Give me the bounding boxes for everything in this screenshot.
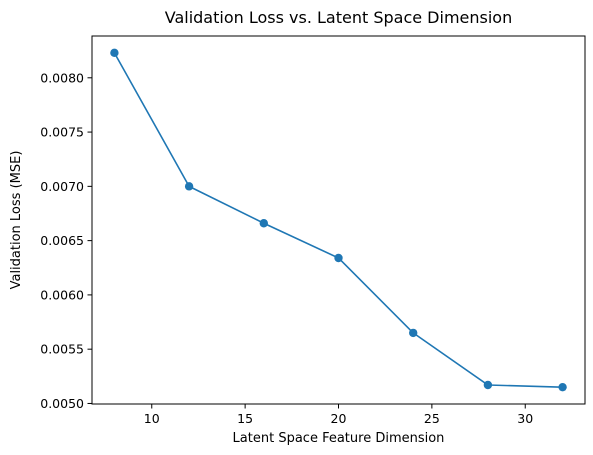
x-tick-label: 10: [144, 411, 160, 426]
plot-area-frame: [91, 35, 586, 405]
data-point: [184, 182, 194, 191]
x-axis-ticks: 10 15 20 25 30: [144, 404, 533, 426]
y-tick-label: 0.0065: [40, 233, 84, 248]
y-tick-label: 0.0050: [40, 396, 84, 411]
x-tick-label: 25: [424, 411, 440, 426]
data-point: [558, 382, 567, 392]
data-point: [334, 253, 343, 263]
series-line: [113, 52, 564, 388]
series-layer: [110, 48, 567, 392]
data-point: [110, 48, 119, 58]
x-tick-label: 30: [517, 411, 533, 426]
y-tick-label: 0.0080: [40, 70, 84, 85]
data-point: [483, 380, 493, 390]
x-axis-label: Latent Space Feature Dimension: [233, 431, 445, 446]
chart-title: Validation Loss vs. Latent Space Dimensi…: [165, 8, 512, 27]
y-tick-label: 0.0075: [40, 125, 84, 140]
y-tick-label: 0.0070: [40, 179, 84, 194]
y-tick-label: 0.0060: [40, 287, 84, 302]
x-tick-label: 15: [237, 411, 253, 426]
y-axis-label: Validation Loss (MSE): [9, 151, 24, 290]
data-point: [259, 219, 269, 228]
y-tick-label: 0.0055: [40, 342, 84, 357]
y-axis-ticks: 0.0050 0.0055 0.0060 0.0065 0.0070 0.0075 0.00…: [40, 70, 92, 411]
x-tick-label: 20: [331, 411, 347, 426]
data-point: [408, 328, 418, 338]
